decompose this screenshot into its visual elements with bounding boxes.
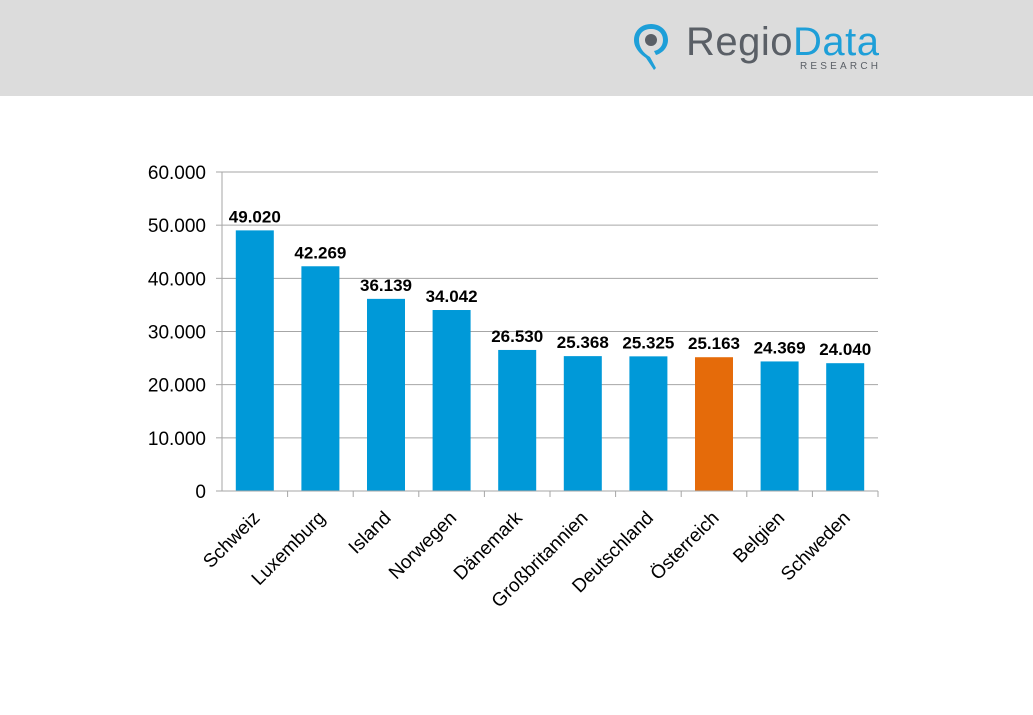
- y-tick-label: 50.000: [148, 216, 206, 237]
- data-label: 34.042: [426, 287, 478, 306]
- data-label: 24.040: [819, 340, 871, 359]
- bar: [629, 356, 668, 491]
- bar: [695, 357, 733, 491]
- map-pin-icon: [634, 24, 668, 70]
- y-tick-label: 20.000: [148, 376, 206, 397]
- data-label: 26.530: [491, 327, 543, 346]
- bar: [432, 310, 471, 491]
- x-category-label: Schweiz: [199, 508, 264, 573]
- bar: [826, 363, 865, 491]
- bar: [760, 361, 799, 491]
- x-category-label: Norwegen: [385, 508, 461, 584]
- x-category-label: Island: [345, 508, 396, 559]
- bar: [301, 266, 340, 491]
- data-label: 24.369: [754, 338, 806, 357]
- y-tick-label: 40.000: [148, 269, 206, 290]
- x-category-label: Schweden: [777, 508, 855, 586]
- data-label: 25.368: [557, 333, 609, 352]
- data-label: 25.163: [688, 334, 740, 353]
- bar: [367, 298, 405, 491]
- bar: [563, 356, 602, 491]
- y-tick-label: 30.000: [148, 323, 206, 344]
- y-tick-label: 60.000: [148, 163, 206, 184]
- bar: [235, 230, 274, 491]
- logo-subtitle: RESEARCH: [800, 61, 882, 72]
- logo-wordmark-data: Data: [793, 20, 880, 64]
- data-label: 49.020: [229, 207, 281, 226]
- x-category-label: Österreich: [647, 508, 724, 585]
- bar: [498, 349, 537, 491]
- x-category-label: Belgien: [729, 508, 789, 568]
- y-tick-label: 0: [195, 482, 206, 503]
- header-bar: RegioData RESEARCH: [0, 0, 1033, 96]
- logo-wordmark-regio: Regio: [686, 20, 794, 64]
- data-label: 25.325: [622, 333, 674, 352]
- y-tick-label: 10.000: [148, 429, 206, 450]
- data-label: 42.269: [294, 243, 346, 262]
- regiodata-logo: RegioData RESEARCH: [632, 18, 902, 78]
- data-label: 36.139: [360, 276, 412, 295]
- logo-wordmark: RegioData: [686, 18, 880, 66]
